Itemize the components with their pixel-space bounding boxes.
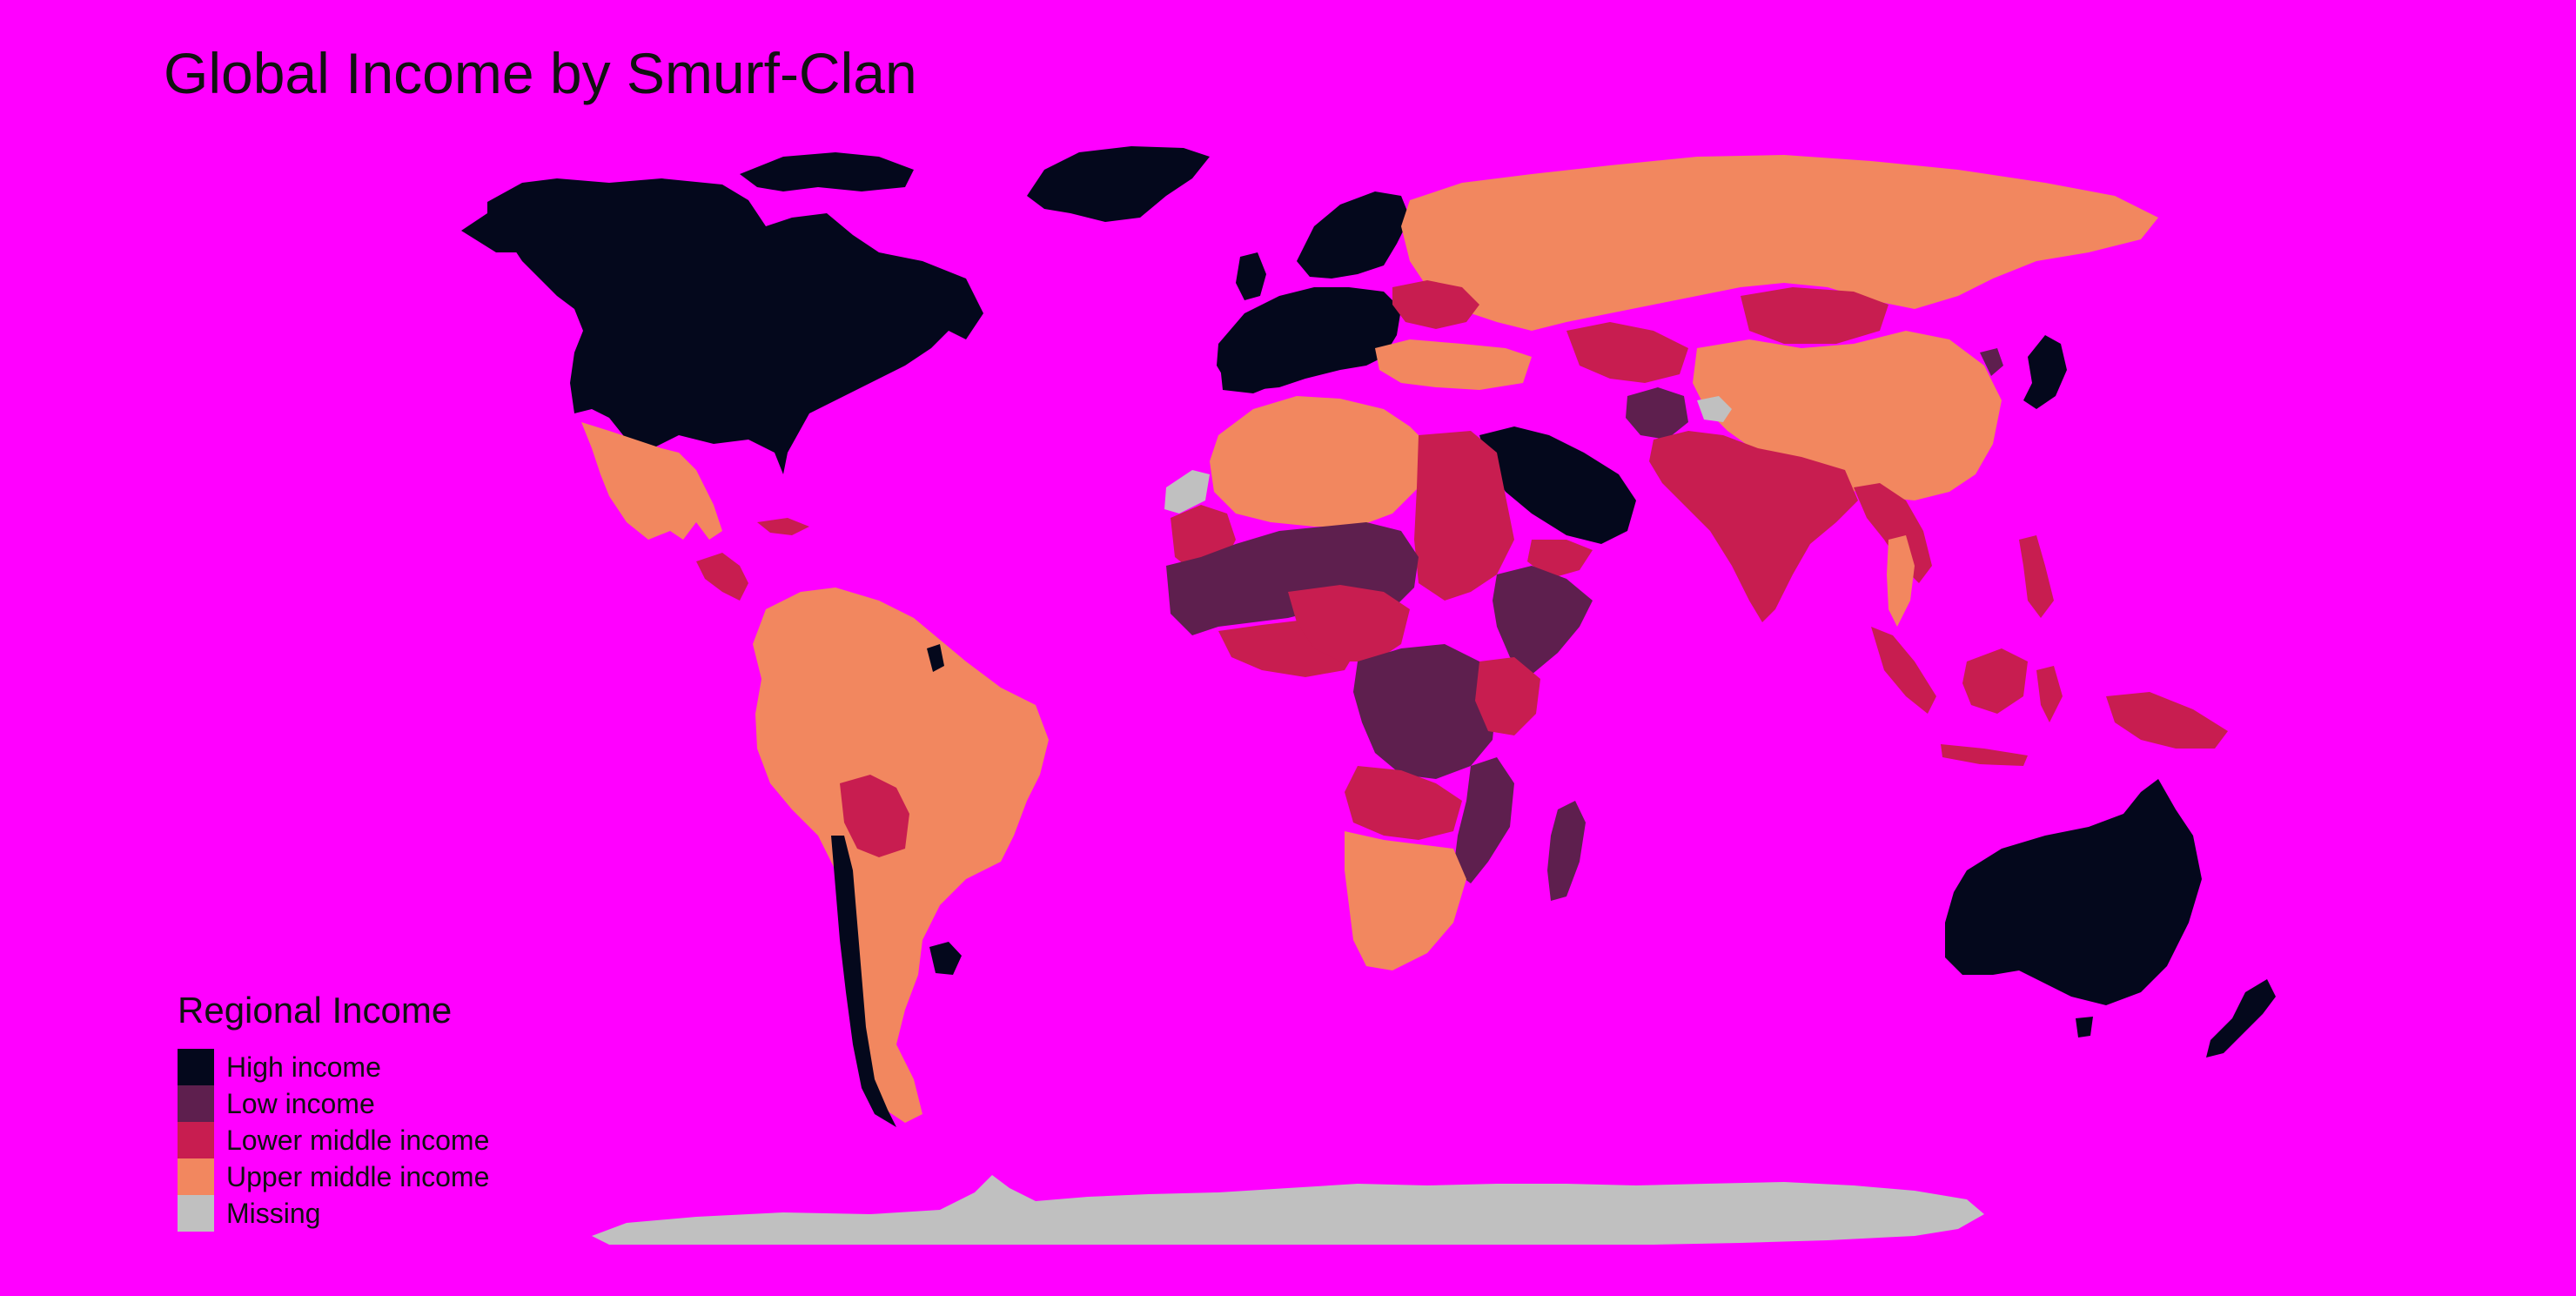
region-alaska [461, 209, 574, 252]
region-greenland [1027, 146, 1210, 222]
region-uk [1236, 252, 1266, 300]
region-yemen [1527, 540, 1593, 579]
map-title: Global Income by Smurf-Clan [164, 41, 917, 105]
region-north-america [487, 178, 983, 474]
region-western-sahara [1164, 470, 1210, 514]
legend-item-low-income: Low income [178, 1085, 489, 1122]
region-india [1649, 431, 1858, 622]
region-central-asia [1566, 322, 1688, 383]
region-kashmir [1697, 396, 1732, 422]
legend-title: Regional Income [178, 990, 453, 1031]
region-tasmania [2076, 1017, 2093, 1037]
legend-swatch [178, 1085, 214, 1122]
region-thailand [1887, 535, 1915, 627]
region-afghanistan [1626, 387, 1688, 440]
region-mexico [581, 422, 722, 540]
region-south-america [753, 588, 1049, 1123]
legend-swatch [178, 1049, 214, 1085]
region-sulawesi [2036, 666, 2063, 722]
region-iberia [1218, 344, 1279, 393]
legend-label: Missing [226, 1197, 321, 1229]
legend-item-missing: Missing [178, 1195, 489, 1232]
legend-label: Upper middle income [226, 1160, 490, 1192]
region-madagascar [1547, 801, 1586, 901]
region-chile [831, 836, 896, 1127]
region-guianas [927, 644, 944, 672]
region-kenya-tanzania [1475, 657, 1540, 735]
region-philippines [2019, 535, 2054, 618]
region-scandinavia [1297, 191, 1410, 279]
region-southern-africa [1345, 831, 1466, 970]
region-uruguay [929, 942, 962, 975]
legend-item-lower-middle-income: Lower middle income [178, 1122, 489, 1158]
region-caribbean [757, 518, 809, 535]
region-papua [2106, 692, 2228, 749]
region-egypt-sudan [1414, 431, 1514, 601]
legend-label: High income [226, 1051, 381, 1083]
region-new-zealand [2206, 979, 2276, 1058]
region-dr-congo [1353, 644, 1497, 779]
region-ethiopia-somalia [1493, 566, 1593, 675]
region-angola-zambia [1345, 766, 1462, 840]
legend-label: Lower middle income [226, 1124, 490, 1156]
region-sumatra [1871, 627, 1936, 714]
region-russia [1401, 155, 2158, 331]
legend-item-high-income: High income [178, 1049, 489, 1085]
legend-item-upper-middle-income: Upper middle income [178, 1158, 489, 1195]
region-mozambique [1453, 757, 1514, 883]
legend-swatch [178, 1195, 214, 1232]
legend-swatch [178, 1158, 214, 1195]
region-north-africa [1210, 396, 1427, 527]
region-turkey-balkans [1375, 339, 1532, 390]
legend: Regional Income High income Low income L… [178, 990, 489, 1232]
region-central-america [696, 553, 748, 601]
region-canadian-arctic [740, 152, 914, 191]
region-borneo [1962, 648, 2028, 714]
region-ukraine [1392, 280, 1479, 329]
region-java [1941, 744, 2028, 766]
region-central-africa [1288, 585, 1410, 661]
region-japan [2023, 335, 2067, 409]
region-australia [1945, 779, 2202, 1005]
legend-label: Low income [226, 1087, 375, 1119]
region-bolivia [840, 775, 909, 857]
region-antarctica [592, 1175, 1984, 1245]
region-saudi-gulf [1479, 426, 1636, 544]
region-north-korea [1980, 348, 2003, 376]
region-mongolia [1741, 287, 1888, 344]
legend-swatch [178, 1122, 214, 1158]
